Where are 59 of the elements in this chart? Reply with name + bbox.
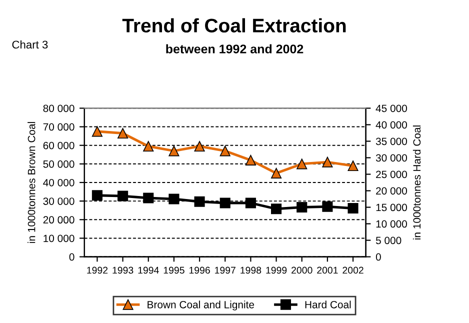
x-tick-label: 1999 (266, 266, 287, 274)
point (322, 201, 333, 212)
caption: Chart 3 (12, 40, 48, 49)
y2-tick-label: 35 000 (376, 138, 407, 146)
point (143, 192, 154, 204)
y-tick-label: 10 000 (44, 234, 74, 242)
point (194, 196, 205, 207)
point (296, 158, 308, 170)
point (271, 204, 282, 214)
legend-label: Brown Coal and Lignite (148, 300, 254, 310)
point (220, 198, 230, 208)
point (143, 141, 154, 152)
y-tick-label: 30 000 (43, 198, 74, 205)
y-tick-label: 60 000 (43, 142, 74, 150)
point (220, 146, 230, 156)
y2-tick-label: 40 000 (376, 121, 407, 129)
x-tick-label: 1998 (240, 266, 262, 274)
x-tick-label: 1993 (112, 266, 134, 274)
point (348, 160, 358, 172)
point (92, 190, 102, 201)
y2-tick-label: 5 000 (376, 236, 402, 244)
point (245, 154, 256, 166)
point (271, 168, 282, 178)
y-tick-label: 70 000 (43, 123, 74, 131)
x-tick-label: 1995 (164, 266, 184, 274)
x-tick-label: 1996 (189, 266, 210, 274)
chart-title: Trend of Coal Extraction (122, 18, 346, 32)
point (322, 156, 333, 168)
point (348, 202, 358, 214)
chart-subtitle: between 1992 and 2002 (166, 44, 304, 54)
x-tick-label: 2000 (292, 266, 312, 274)
point (296, 202, 308, 213)
y2-tick-label: 10 000 (376, 220, 407, 228)
x-tick-label: 2002 (342, 266, 364, 274)
x-tick-label: 1992 (87, 266, 108, 274)
x-tick-label: 1994 (138, 266, 159, 274)
y-axis-title: in 1000tonnes Brown Coal (28, 122, 36, 243)
y2-tick-label: 45 000 (376, 104, 407, 112)
y2-tick-label: 25 000 (376, 170, 407, 178)
point (245, 198, 256, 208)
y-tick-label: 0 (69, 253, 74, 261)
y2-tick-label: 0 (376, 253, 381, 261)
y2-axis-title: in 1000tonnes Hard Coal (412, 126, 421, 240)
x-tick-label: 1997 (215, 266, 236, 274)
y2-tick-label: 30 000 (376, 154, 407, 162)
point (92, 126, 102, 137)
y-tick-label: 20 000 (43, 216, 74, 224)
x-tick-label: 2001 (317, 266, 338, 274)
point (168, 194, 180, 204)
legend-label: Hard Coal (305, 300, 351, 308)
point (118, 190, 128, 202)
y2-tick-label: 15 000 (376, 204, 407, 212)
y-tick-label: 50 000 (43, 160, 74, 168)
point (118, 128, 128, 139)
y-tick-label: 40 000 (43, 178, 74, 186)
y2-tick-label: 20 000 (376, 187, 407, 195)
point (194, 141, 205, 152)
point (168, 146, 180, 156)
y-tick-label: 80 000 (43, 104, 74, 112)
